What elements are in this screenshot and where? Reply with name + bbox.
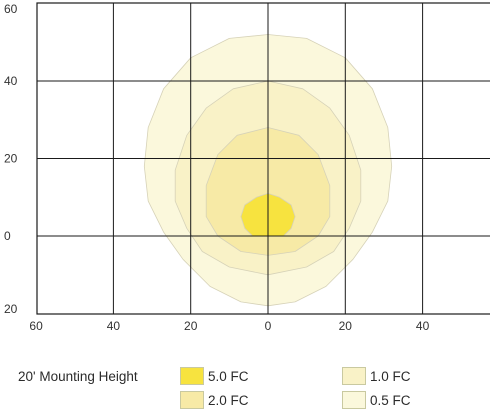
legend-swatch-5fc [180, 367, 204, 385]
plot-frame [36, 2, 490, 315]
legend-label-5fc: 5.0 FC [208, 368, 249, 384]
y-tick-label: 0 [4, 229, 11, 243]
legend-swatch-2fc [180, 391, 204, 409]
legend-item-1fc: 1.0 FC [342, 367, 411, 385]
tick-labels: 604020020406604020020 [4, 2, 430, 333]
isofootcandle-plot: 604020020406604020020 [4, 2, 490, 333]
x-tick-label: 40 [416, 319, 430, 333]
legend-label-05fc: 0.5 FC [370, 392, 411, 408]
legend-swatch-05fc [342, 391, 366, 409]
y-tick-label: 20 [4, 152, 18, 166]
y-tick-label: 20 [4, 302, 18, 316]
y-tick-label: 40 [4, 74, 18, 88]
grid-layer [36, 2, 490, 315]
legend-title: 20' Mounting Height [18, 369, 138, 384]
legend-swatch-1fc [342, 367, 366, 385]
y-tick-label: 60 [4, 2, 18, 16]
legend-item-05fc: 0.5 FC [342, 391, 411, 409]
legend-label-1fc: 1.0 FC [370, 368, 411, 384]
legend-label-2fc: 2.0 FC [208, 392, 249, 408]
x-tick-label: 20 [339, 319, 353, 333]
x-tick-label: 60 [29, 319, 43, 333]
x-tick-label: 20 [184, 319, 198, 333]
legend-item-2fc: 2.0 FC [180, 391, 249, 409]
x-tick-label: 0 [265, 319, 272, 333]
x-tick-label: 40 [107, 319, 121, 333]
legend-item-5fc: 5.0 FC [180, 367, 249, 385]
